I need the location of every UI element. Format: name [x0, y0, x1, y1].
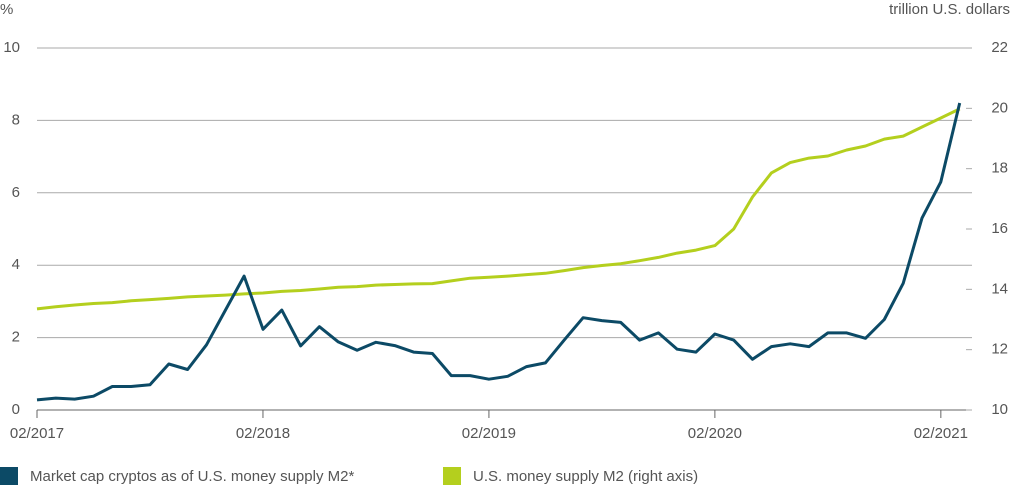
y-tick-label: 10: [3, 39, 20, 56]
y-tick-label: 4: [12, 256, 20, 273]
y2-tick-label: 14: [991, 280, 1008, 297]
legend-swatch: [0, 467, 18, 485]
series-line: [36, 102, 962, 402]
series-line: [36, 107, 961, 311]
y-tick-label: 6: [12, 184, 20, 201]
y2-tick-label: 18: [991, 160, 1008, 177]
y2-tick-label: 12: [991, 341, 1008, 358]
y-tick-label: 2: [12, 329, 20, 346]
x-tick-label: 02/2020: [688, 425, 742, 442]
y2-tick-label: 22: [991, 39, 1008, 56]
legend-label: U.S. money supply M2 (right axis): [473, 468, 698, 485]
y2-tick-label: 20: [991, 99, 1008, 116]
y2-axis-label: trillion U.S. dollars: [889, 1, 1010, 18]
legend-swatch: [443, 467, 461, 485]
legend-label: Market cap cryptos as of U.S. money supp…: [30, 468, 354, 485]
y-tick-label: 8: [12, 111, 20, 128]
y2-tick-label: 16: [991, 220, 1008, 237]
x-tick-label: 02/2019: [462, 425, 516, 442]
x-tick-label: 02/2018: [236, 425, 290, 442]
x-tick-label: 02/2021: [914, 425, 968, 442]
x-tick-label: 02/2017: [10, 425, 64, 442]
y2-tick-label: 10: [991, 401, 1008, 418]
y-tick-label: 0: [12, 401, 20, 418]
y-axis-label: %: [0, 1, 13, 18]
